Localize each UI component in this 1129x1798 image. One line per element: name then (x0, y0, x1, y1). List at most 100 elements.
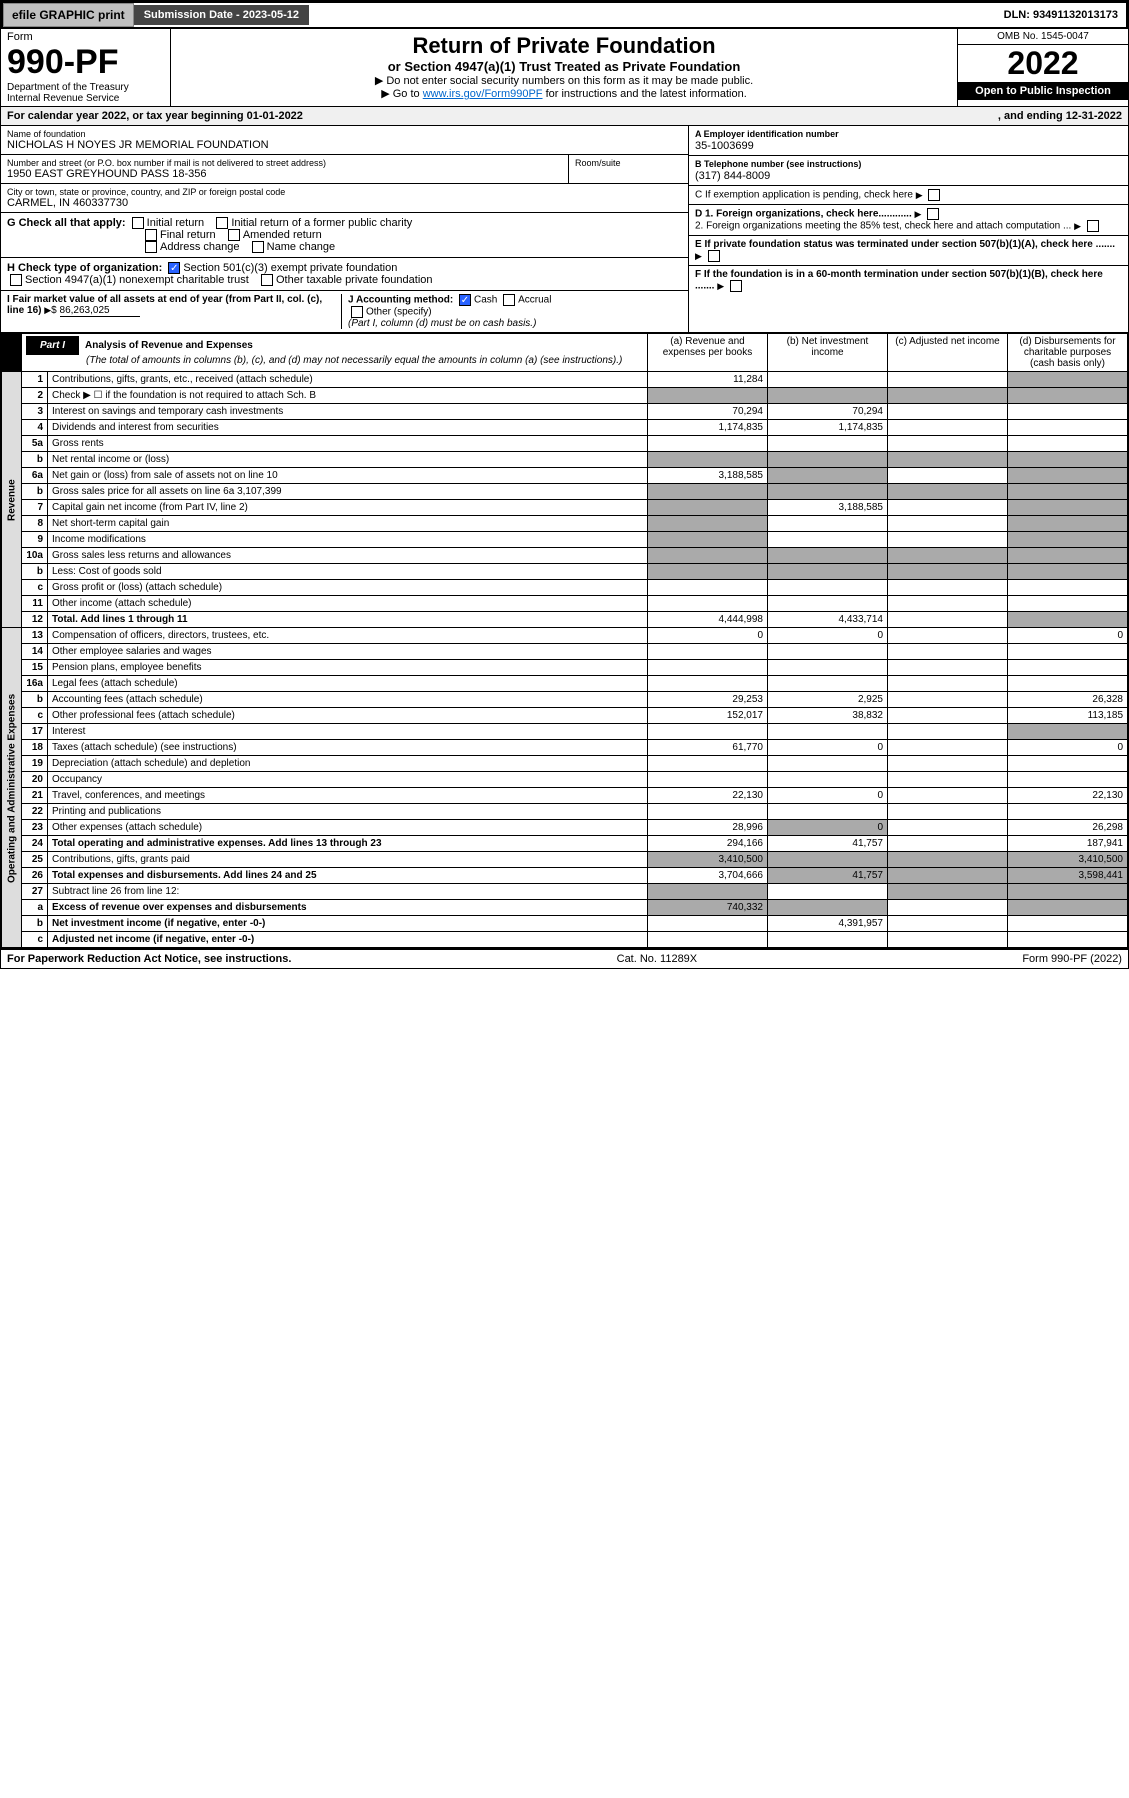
row-number: c (22, 580, 48, 596)
cell-b (768, 452, 888, 468)
efile-btn[interactable]: efile GRAPHIC print (3, 3, 134, 27)
chk-e[interactable] (708, 250, 720, 262)
row-number: 6a (22, 468, 48, 484)
chk-501c3[interactable] (168, 262, 180, 274)
top-bar: efile GRAPHIC print Submission Date - 20… (1, 1, 1128, 29)
cell-d (1008, 580, 1128, 596)
cell-a (648, 756, 768, 772)
row-desc: Net rental income or (loss) (48, 452, 648, 468)
row-number: 18 (22, 740, 48, 756)
chk-4947[interactable] (10, 274, 22, 286)
cell-d (1008, 644, 1128, 660)
table-row: 21Travel, conferences, and meetings22,13… (2, 788, 1128, 804)
part1-tag: Part I (26, 336, 79, 355)
row-desc: Less: Cost of goods sold (48, 564, 648, 580)
table-row: 6aNet gain or (loss) from sale of assets… (2, 468, 1128, 484)
row-desc: Contributions, gifts, grants, etc., rece… (48, 372, 648, 388)
row-number: 13 (22, 628, 48, 644)
cell-c (888, 388, 1008, 404)
room-label: Room/suite (575, 158, 682, 168)
cell-a: 28,996 (648, 820, 768, 836)
table-row: 23Other expenses (attach schedule)28,996… (2, 820, 1128, 836)
cell-a (648, 916, 768, 932)
cell-a (648, 804, 768, 820)
cell-c (888, 532, 1008, 548)
cell-b (768, 372, 888, 388)
row-number: 4 (22, 420, 48, 436)
dln: DLN: 93491132013173 (996, 5, 1126, 25)
chk-final[interactable] (145, 229, 157, 241)
cell-b (768, 548, 888, 564)
cell-d (1008, 388, 1128, 404)
cell-b (768, 516, 888, 532)
cell-d (1008, 916, 1128, 932)
row-desc: Printing and publications (48, 804, 648, 820)
cell-d (1008, 468, 1128, 484)
phone: (317) 844-8009 (695, 170, 770, 182)
cell-c (888, 628, 1008, 644)
cell-a: 11,284 (648, 372, 768, 388)
cell-c (888, 660, 1008, 676)
row-number: 20 (22, 772, 48, 788)
cell-d (1008, 804, 1128, 820)
chk-other-method[interactable] (351, 306, 363, 318)
irs-link[interactable]: www.irs.gov/Form990PF (423, 88, 543, 100)
table-row: 11Other income (attach schedule) (2, 596, 1128, 612)
row-desc: Gross sales price for all assets on line… (48, 484, 648, 500)
chk-c[interactable] (928, 189, 940, 201)
row-number: a (22, 900, 48, 916)
cell-a: 70,294 (648, 404, 768, 420)
row-desc: Net gain or (loss) from sale of assets n… (48, 468, 648, 484)
cell-b: 3,188,585 (768, 500, 888, 516)
cell-b (768, 580, 888, 596)
cell-b: 2,925 (768, 692, 888, 708)
row-desc: Dividends and interest from securities (48, 420, 648, 436)
chk-amended[interactable] (228, 229, 240, 241)
cell-d (1008, 660, 1128, 676)
cell-a (648, 884, 768, 900)
cell-b (768, 564, 888, 580)
footer-left: For Paperwork Reduction Act Notice, see … (7, 953, 291, 965)
chk-name[interactable] (252, 241, 264, 253)
table-row: 10aGross sales less returns and allowanc… (2, 548, 1128, 564)
chk-cash[interactable] (459, 294, 471, 306)
row-desc: Gross rents (48, 436, 648, 452)
cell-a (648, 436, 768, 452)
row-number: 27 (22, 884, 48, 900)
cell-b (768, 484, 888, 500)
cell-d: 26,328 (1008, 692, 1128, 708)
chk-accrual[interactable] (503, 294, 515, 306)
chk-d2[interactable] (1087, 220, 1099, 232)
row-number: 7 (22, 500, 48, 516)
cell-b: 41,757 (768, 836, 888, 852)
cell-d (1008, 564, 1128, 580)
table-row: cGross profit or (loss) (attach schedule… (2, 580, 1128, 596)
row-desc: Pension plans, employee benefits (48, 660, 648, 676)
chk-initial[interactable] (132, 217, 144, 229)
cell-a: 0 (648, 628, 768, 644)
cell-d (1008, 932, 1128, 948)
cell-c (888, 580, 1008, 596)
cell-a (648, 932, 768, 948)
cell-b: 0 (768, 788, 888, 804)
cell-b (768, 660, 888, 676)
cell-d (1008, 404, 1128, 420)
row-number: c (22, 708, 48, 724)
chk-initial-former[interactable] (216, 217, 228, 229)
chk-d1[interactable] (927, 208, 939, 220)
row-number: b (22, 452, 48, 468)
chk-other-taxable[interactable] (261, 274, 273, 286)
row-desc: Check ▶ ☐ if the foundation is not requi… (48, 388, 648, 404)
cell-d (1008, 372, 1128, 388)
chk-address[interactable] (145, 241, 157, 253)
table-row: 15Pension plans, employee benefits (2, 660, 1128, 676)
row-desc: Net investment income (if negative, ente… (48, 916, 648, 932)
row-desc: Total expenses and disbursements. Add li… (48, 868, 648, 884)
cell-b (768, 596, 888, 612)
cell-a (648, 580, 768, 596)
cell-d (1008, 724, 1128, 740)
foundation-name: NICHOLAS H NOYES JR MEMORIAL FOUNDATION (7, 139, 682, 151)
cell-d (1008, 548, 1128, 564)
chk-f[interactable] (730, 280, 742, 292)
row-number: 12 (22, 612, 48, 628)
